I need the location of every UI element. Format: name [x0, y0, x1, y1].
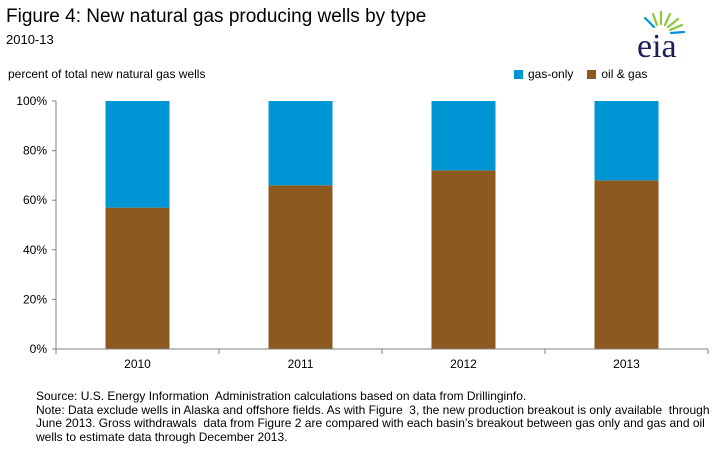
note-text: Note: Data exclude wells in Alaska and o… [36, 402, 713, 444]
x-tick-label: 2011 [288, 357, 314, 371]
eia-sunburst-icon [643, 10, 686, 35]
y-tick-label: 0% [30, 342, 48, 356]
footnote: Source: U.S. Energy Information Administ… [36, 389, 716, 444]
source-text: Source: U.S. Energy Information Administ… [36, 389, 527, 403]
legend-label-gas-only: gas-only [528, 67, 574, 81]
bar-gas-only-2012 [431, 101, 496, 171]
y-tick-label: 100% [16, 94, 47, 108]
legend-swatch-oil-gas [587, 69, 597, 79]
y-tick-label: 60% [23, 193, 47, 207]
legend: gas-only oil & gas [514, 67, 647, 81]
bar-oil-gas-2013 [594, 180, 659, 349]
x-tick-label: 2013 [613, 357, 640, 371]
y-tick-label: 40% [23, 243, 47, 257]
bar-gas-only-2013 [594, 101, 659, 181]
eia-logo-text: eia [637, 28, 677, 65]
legend-item-gas-only: gas-only [514, 67, 573, 81]
y-tick-label: 20% [23, 292, 47, 306]
y-axis-label: percent of total new natural gas wells [8, 67, 206, 81]
legend-label-oil-gas: oil & gas [601, 67, 648, 81]
bar-gas-only-2011 [268, 101, 333, 186]
x-tick-label: 2010 [124, 357, 151, 371]
y-tick-label: 80% [23, 144, 47, 158]
bar-oil-gas-2011 [268, 185, 333, 349]
bar-gas-only-2010 [105, 101, 170, 208]
x-tick-label: 2012 [450, 357, 477, 371]
legend-swatch-gas-only [514, 69, 523, 79]
chart-title: Figure 4: New natural gas producing well… [6, 6, 427, 27]
legend-item-oil-gas: oil & gas [587, 67, 647, 81]
chart-subtitle: 2010-13 [6, 32, 54, 47]
bar-oil-gas-2012 [431, 170, 496, 349]
bar-oil-gas-2010 [105, 207, 170, 349]
